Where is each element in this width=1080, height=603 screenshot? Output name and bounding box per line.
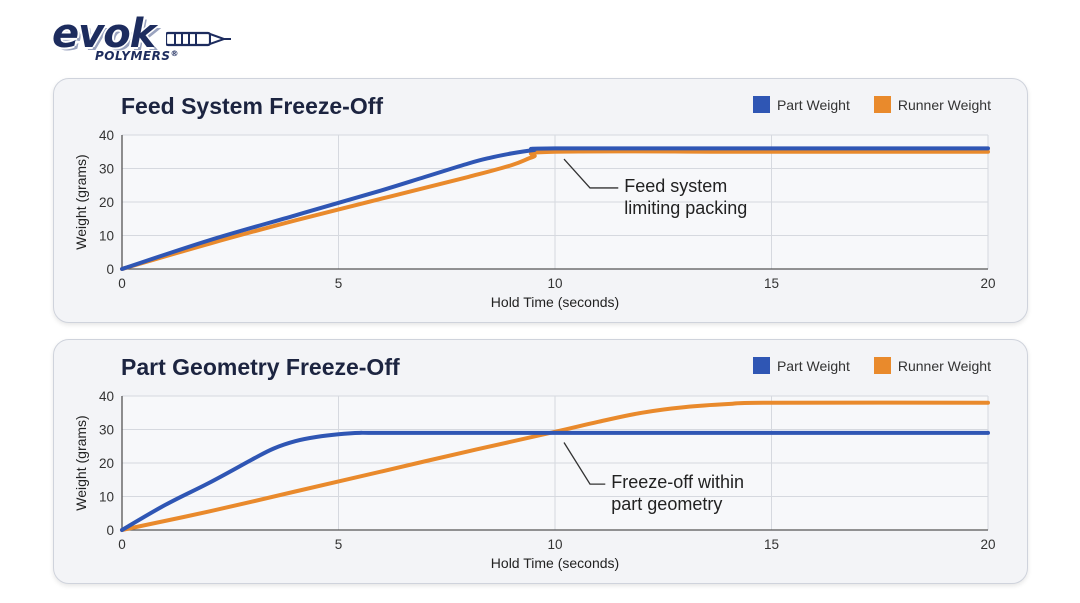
x-tick-label: 20	[980, 537, 995, 552]
legend-label-runner: Runner Weight	[897, 357, 991, 374]
logo-wordmark: evok	[52, 11, 156, 57]
chart-plot: 0 10 20 30 40 0 5 10 15 20 Hold Time (seconds) Weig…	[73, 389, 996, 571]
legend-item-part: Part Weight	[752, 96, 850, 113]
x-tick-label: 5	[335, 276, 343, 291]
y-axis-label: Weight (grams)	[73, 415, 89, 510]
annotation-line: limiting packing	[624, 198, 747, 218]
legend-label-runner: Runner Weight	[897, 96, 991, 113]
chart-title: Feed System Freeze-Off	[121, 93, 384, 119]
series-line-part-weight	[120, 146, 990, 271]
y-tick-label: 0	[106, 262, 114, 277]
legend-swatch-runner	[873, 96, 891, 113]
chart-title: Part Geometry Freeze-Off	[121, 354, 400, 380]
chart-plot: 0 10 20 30 40 0 5 10 15 20 Hold Time (seconds) Weig…	[73, 128, 996, 310]
y-tick-label: 40	[99, 128, 114, 143]
syringe-icon	[166, 31, 231, 47]
x-tick-label: 20	[980, 276, 995, 291]
annotation-leader	[563, 442, 606, 485]
y-tick-label: 20	[99, 195, 114, 210]
legend-swatch-runner	[873, 357, 891, 374]
legend-label-part: Part Weight	[776, 96, 850, 113]
annotation-line: part geometry	[611, 494, 722, 514]
legend-swatch-part	[752, 96, 770, 113]
series-line-runner-weight	[120, 400, 990, 532]
y-axis-label: Weight (grams)	[73, 154, 89, 249]
y-tick-label: 10	[99, 229, 114, 244]
legend-item-runner: Runner Weight	[873, 357, 991, 374]
y-tick-label: 30	[99, 162, 114, 177]
x-axis-label: Hold Time (seconds)	[491, 555, 619, 571]
x-tick-label: 15	[764, 276, 779, 291]
x-tick-label: 0	[118, 537, 126, 552]
x-tick-label: 0	[118, 276, 126, 291]
x-tick-label: 15	[764, 537, 779, 552]
annotation-text: Feed system limiting packing	[624, 176, 747, 218]
x-tick-label: 5	[335, 537, 343, 552]
y-tick-label: 10	[99, 490, 114, 505]
y-tick-label: 20	[99, 456, 114, 471]
legend-swatch-part	[752, 357, 770, 374]
chart-panel-feed-system: Feed System Freeze-Off Part Weight Runne…	[53, 78, 1028, 323]
logo-subtitle: POLYMERS®	[95, 49, 179, 63]
x-tick-label: 10	[547, 537, 562, 552]
chart-legend: Part Weight Runner Weight	[729, 357, 991, 374]
annotation-line: Feed system	[624, 176, 727, 196]
annotation-text: Freeze-off within part geometry	[611, 472, 744, 514]
x-tick-label: 10	[547, 276, 562, 291]
y-tick-label: 0	[106, 523, 114, 538]
series-line-runner-weight	[120, 149, 990, 271]
evok-polymers-logo: evok POLYMERS®	[50, 12, 240, 68]
y-tick-label: 40	[99, 389, 114, 404]
series-line-part-weight	[120, 430, 990, 532]
legend-item-runner: Runner Weight	[873, 96, 991, 113]
legend-item-part: Part Weight	[752, 357, 850, 374]
annotation-leader	[563, 158, 619, 189]
chart-panel-part-geometry: Part Geometry Freeze-Off Part Weight Run…	[53, 339, 1028, 584]
chart-legend: Part Weight Runner Weight	[729, 96, 991, 113]
x-axis-label: Hold Time (seconds)	[491, 294, 619, 310]
legend-label-part: Part Weight	[776, 357, 850, 374]
annotation-line: Freeze-off within	[611, 472, 744, 492]
y-tick-label: 30	[99, 423, 114, 438]
